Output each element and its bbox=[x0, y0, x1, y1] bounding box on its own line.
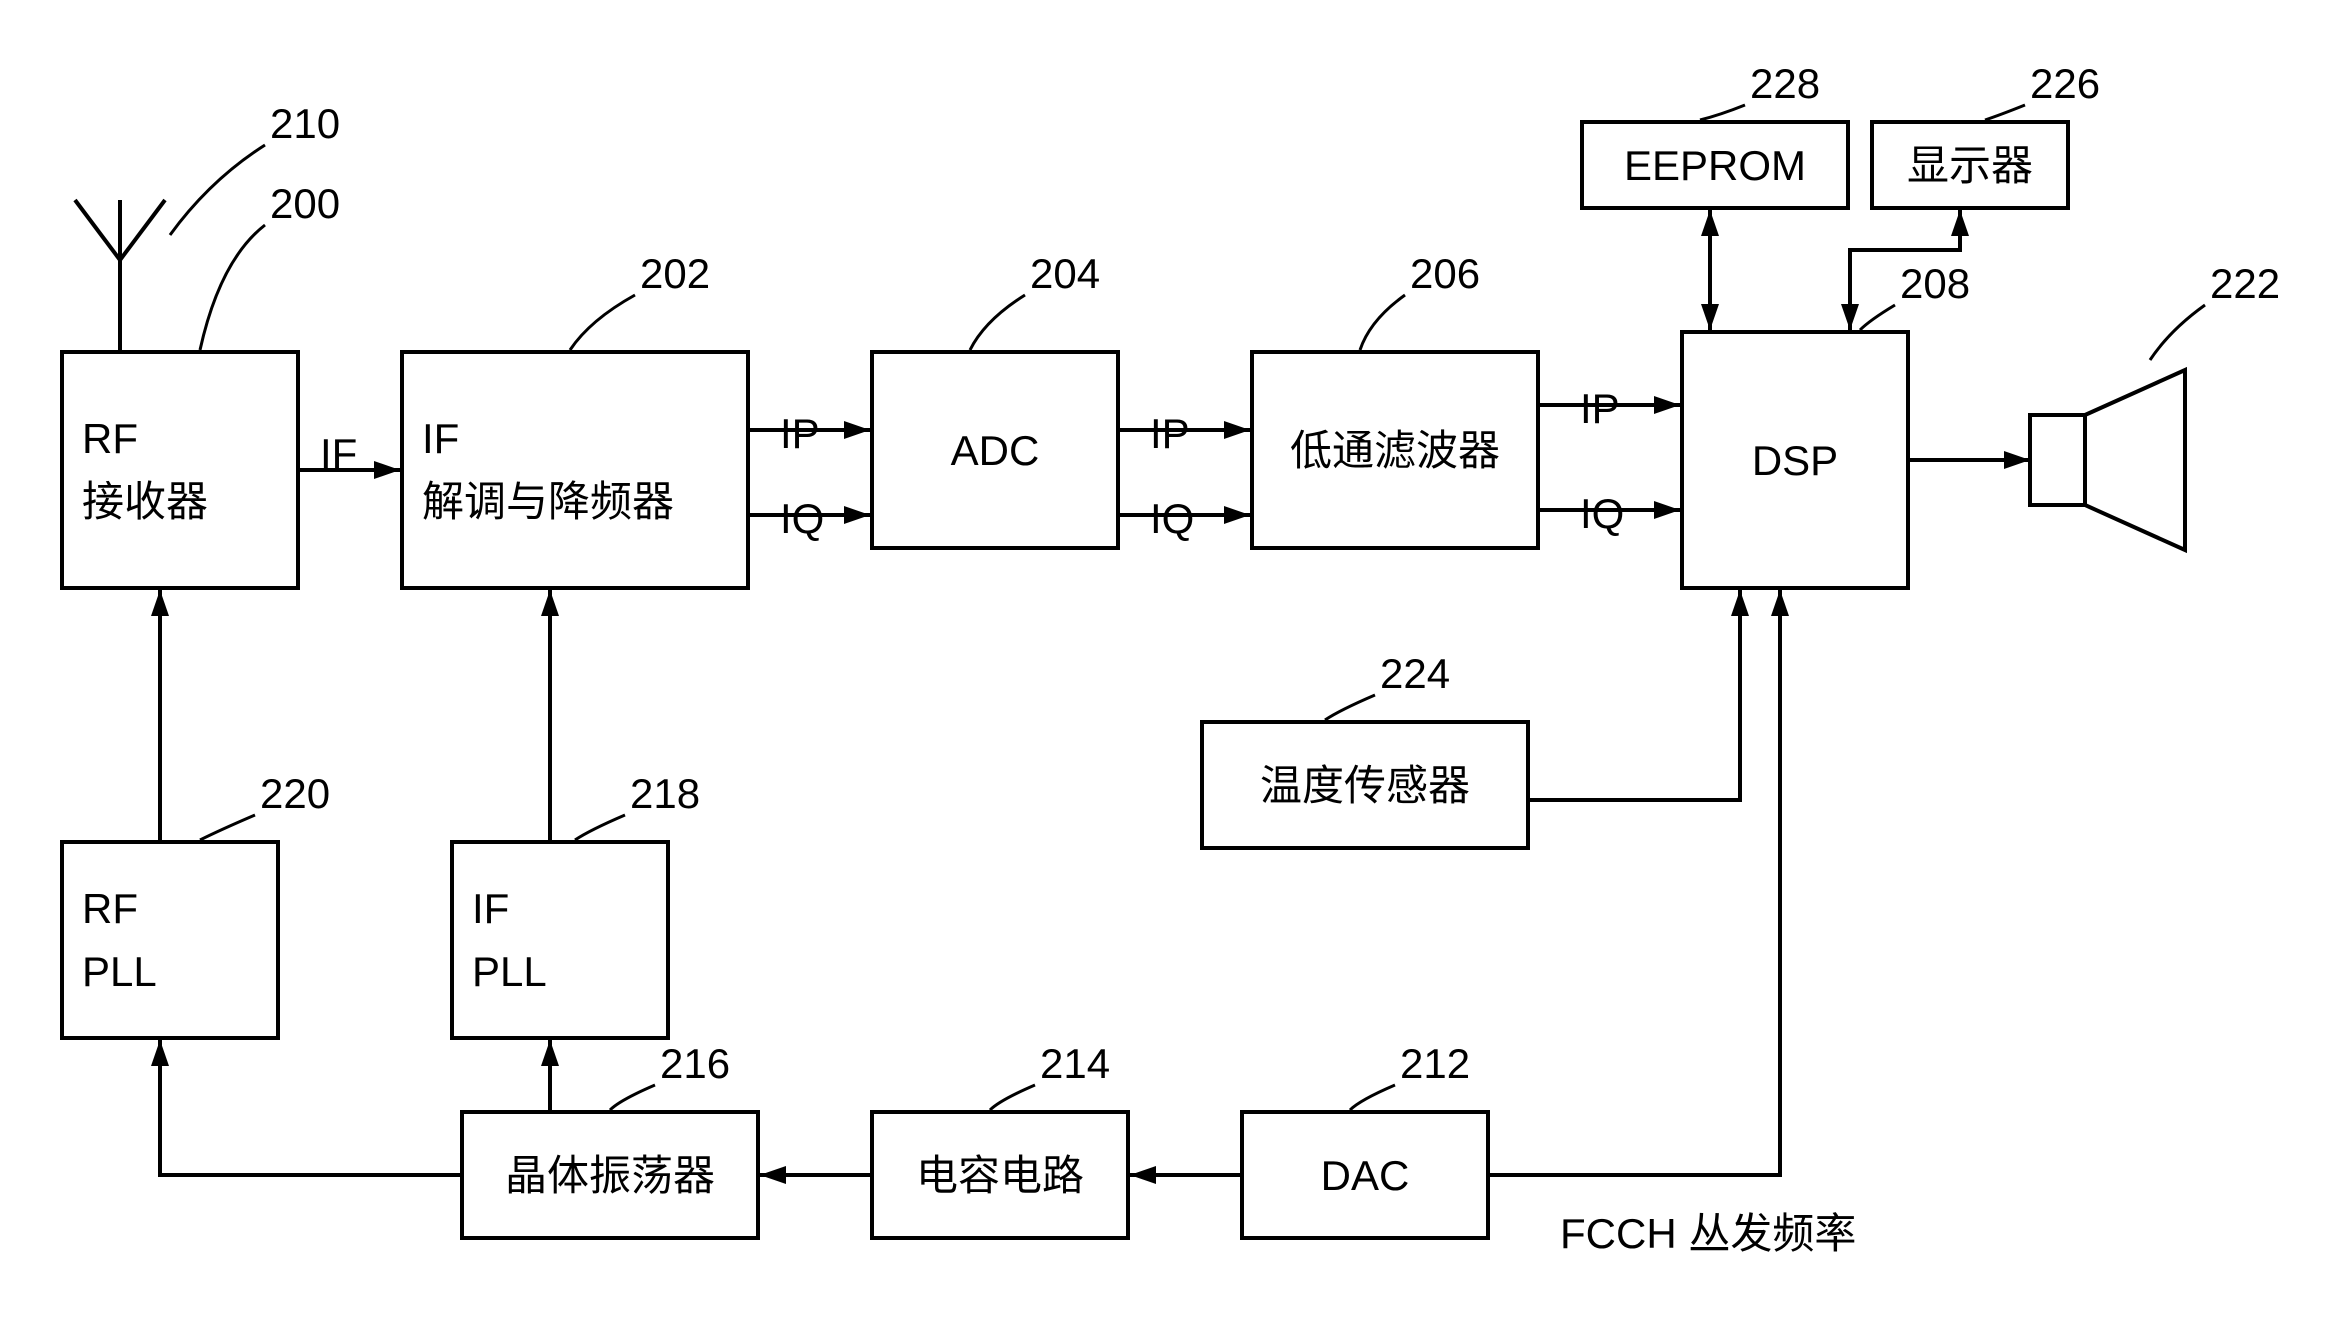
signal-label-fcch: FCCH 丛发频率 bbox=[1560, 1200, 1856, 1261]
ref-number: 200 bbox=[270, 180, 340, 228]
signal-label-iq: IQ bbox=[780, 495, 824, 543]
ref-number: 212 bbox=[1400, 1040, 1470, 1088]
ref-number: 202 bbox=[640, 250, 710, 298]
block-label: DSP bbox=[1752, 429, 1838, 492]
block-label: 低通滤波器 bbox=[1290, 419, 1500, 482]
ref-number: 228 bbox=[1750, 60, 1820, 108]
block-temperature-sensor: 温度传感器 bbox=[1200, 720, 1530, 850]
ref-number: 220 bbox=[260, 770, 330, 818]
ref-number: 204 bbox=[1030, 250, 1100, 298]
block-adc: ADC bbox=[870, 350, 1120, 550]
block-capacitor-circuit: 电容电路 bbox=[870, 1110, 1130, 1240]
signal-label-iq: IQ bbox=[1150, 495, 1194, 543]
signal-label-if: IF bbox=[320, 430, 357, 478]
block-label: PLL bbox=[472, 940, 547, 1003]
ref-number: 226 bbox=[2030, 60, 2100, 108]
block-label: DAC bbox=[1321, 1144, 1410, 1207]
block-label: IF bbox=[422, 407, 459, 470]
signal-label-iq: IQ bbox=[1580, 490, 1624, 538]
block-label: 解调与降频器 bbox=[422, 470, 674, 533]
diagram-canvas: RF 接收器 IF 解调与降频器 ADC 低通滤波器 DSP DAC 电容电路 … bbox=[0, 0, 2344, 1337]
block-rf-receiver: RF 接收器 bbox=[60, 350, 300, 590]
block-label: 晶体振荡器 bbox=[505, 1144, 715, 1207]
signal-label-ip: IP bbox=[780, 410, 820, 458]
ref-number: 224 bbox=[1380, 650, 1450, 698]
signal-label-ip: IP bbox=[1580, 385, 1620, 433]
block-display: 显示器 bbox=[1870, 120, 2070, 210]
block-label: EEPROM bbox=[1624, 134, 1806, 197]
ref-number: 222 bbox=[2210, 260, 2280, 308]
block-label: 温度传感器 bbox=[1260, 754, 1470, 817]
block-label: PLL bbox=[82, 940, 157, 1003]
block-label: IF bbox=[472, 877, 509, 940]
ref-number: 208 bbox=[1900, 260, 1970, 308]
block-label: ADC bbox=[951, 419, 1040, 482]
block-dac: DAC bbox=[1240, 1110, 1490, 1240]
ref-number: 206 bbox=[1410, 250, 1480, 298]
block-label: 电容电路 bbox=[916, 1144, 1084, 1207]
block-dsp: DSP bbox=[1680, 330, 1910, 590]
block-demodulator: IF 解调与降频器 bbox=[400, 350, 750, 590]
block-label: RF bbox=[82, 877, 138, 940]
signal-label-ip: IP bbox=[1150, 410, 1190, 458]
ref-number: 218 bbox=[630, 770, 700, 818]
block-label: 接收器 bbox=[82, 470, 208, 533]
ref-number: 216 bbox=[660, 1040, 730, 1088]
block-label: RF bbox=[82, 407, 138, 470]
block-crystal-oscillator: 晶体振荡器 bbox=[460, 1110, 760, 1240]
block-label: 显示器 bbox=[1907, 134, 2033, 197]
block-eeprom: EEPROM bbox=[1580, 120, 1850, 210]
block-if-pll: IF PLL bbox=[450, 840, 670, 1040]
ref-number: 214 bbox=[1040, 1040, 1110, 1088]
block-rf-pll: RF PLL bbox=[60, 840, 280, 1040]
block-lowpass-filter: 低通滤波器 bbox=[1250, 350, 1540, 550]
ref-number: 210 bbox=[270, 100, 340, 148]
